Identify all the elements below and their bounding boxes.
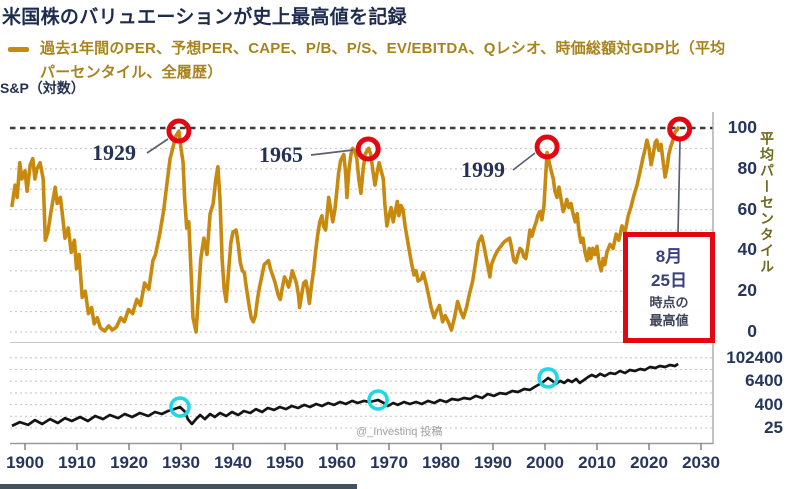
sp500-log-line (11, 362, 679, 428)
record-peak-marker (166, 118, 192, 144)
x-tick-label: 1920 (110, 453, 148, 472)
x-tick-label: 1900 (6, 453, 44, 472)
annotation-1965: 1965 (259, 142, 303, 167)
x-tick-label: 1970 (370, 453, 408, 472)
x-tick-label: 2000 (526, 453, 564, 472)
legend-label-line2: パーセンタイル、全履歴） (40, 64, 223, 81)
x-tick-label: 1950 (266, 453, 304, 472)
callout-line-3: 時点の (649, 294, 689, 310)
record-high-callout: 8月 25日 時点の 最高値 (623, 232, 715, 343)
x-tick-label: 1940 (214, 453, 252, 472)
sp-tick-label: 25 (764, 418, 783, 437)
percentile-tick-label: 20 (737, 280, 757, 301)
left-axis-title: S&P（対数） (0, 80, 85, 96)
valuation-percentile-line (10, 126, 680, 334)
x-tick-label: 1990 (474, 453, 512, 472)
sp-peak-marker (169, 396, 191, 418)
percentile-tick-label: 80 (737, 157, 757, 178)
sp-tick-label: 102400 (726, 347, 783, 367)
sp-peak-marker (367, 389, 389, 411)
sp-tick-label: 6400 (745, 371, 783, 391)
right-axis-title: 平均パーセンタイル (759, 131, 775, 275)
annotation-leader-lines (146, 138, 681, 235)
percentile-tick-label: 100 (727, 117, 757, 137)
record-peak-marker (534, 134, 560, 160)
callout-line-1: 8月 (655, 247, 683, 267)
annotation-1929: 1929 (92, 140, 136, 165)
record-peak-marker (355, 136, 381, 162)
record-peak-marker (667, 116, 693, 142)
watermark: @_Investinq 投稿 (356, 426, 443, 438)
legend-line-swatch (8, 47, 29, 52)
x-tick-label: 2030 (682, 453, 720, 472)
x-tick-label: 1960 (318, 453, 356, 472)
sp-peak-marker (537, 367, 559, 389)
annotation-1999: 1999 (461, 157, 505, 182)
percentile-tick-label: 0 (747, 321, 757, 341)
x-tick-label: 2020 (630, 453, 668, 472)
axes-frame (10, 112, 714, 450)
x-tick-label: 1910 (58, 453, 96, 472)
bottom-bar (0, 484, 357, 489)
percentile-tick-label: 40 (737, 239, 757, 260)
x-tick-label: 1980 (422, 453, 460, 472)
callout-line-2: 25日 (651, 271, 687, 291)
peak-markers (166, 116, 693, 418)
x-tick-label: 2010 (578, 453, 616, 472)
callout-line-4: 最高値 (649, 313, 689, 329)
percentile-tick-label: 60 (737, 198, 757, 219)
x-tick-label: 1930 (162, 453, 200, 472)
legend-label-line1: 過去1年間のPER、予想PER、CAPE、P/B、P/S、EV/EBITDA、Q… (40, 40, 726, 57)
page-title: 米国株のバリュエーションが史上最高値を記録 (2, 7, 407, 28)
sp-tick-label: 400 (754, 394, 783, 414)
